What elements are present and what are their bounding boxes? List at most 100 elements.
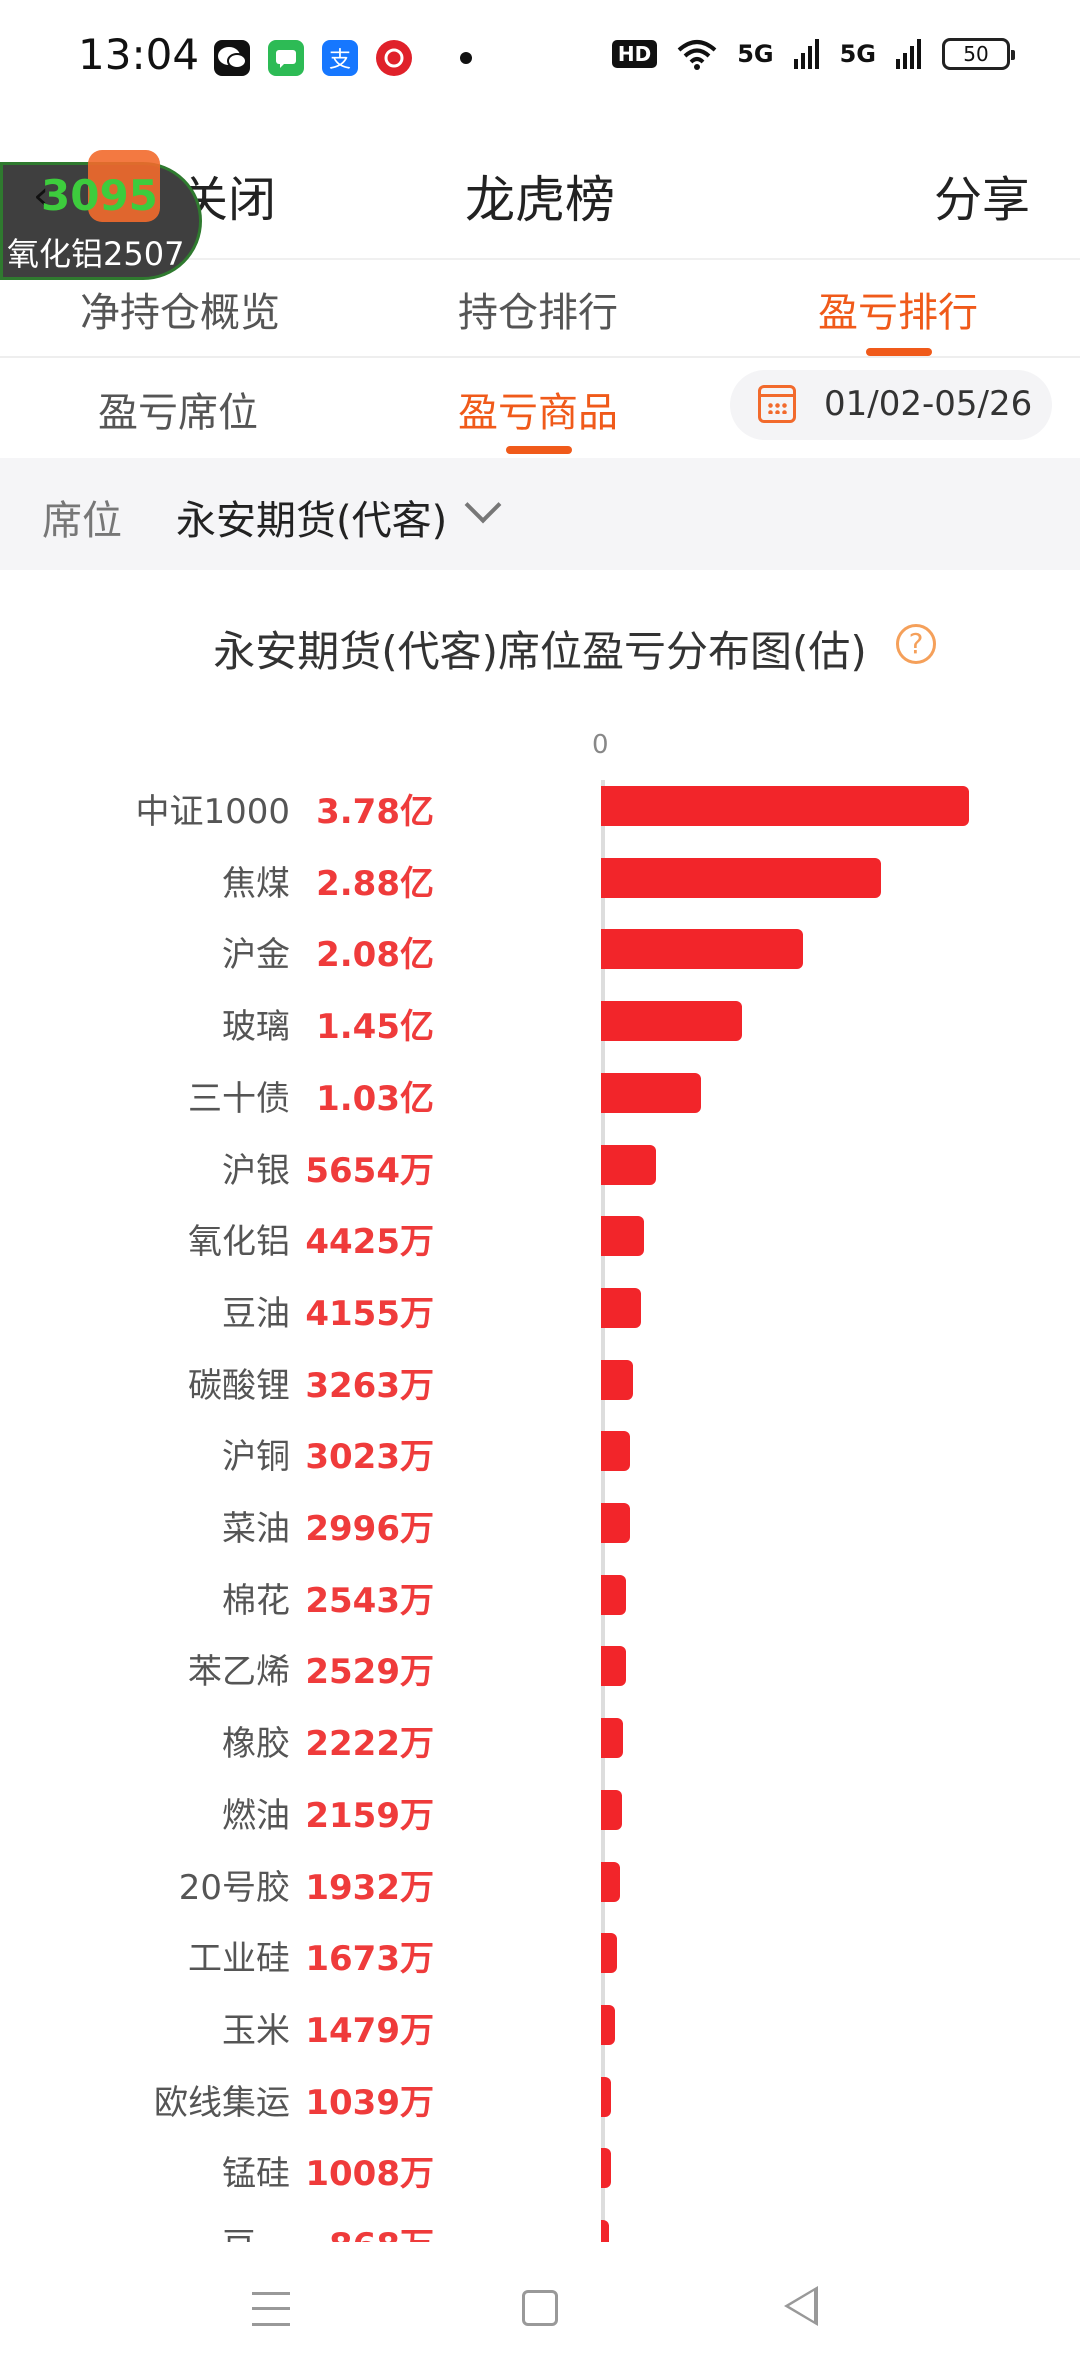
category-label: 三十债	[188, 1078, 290, 1119]
hd-voice-icon: HD	[611, 40, 658, 68]
category-label: 玉米	[222, 2010, 290, 2051]
value-label: 1008万	[305, 2154, 434, 2195]
value-label: 2.88亿	[316, 863, 434, 904]
bar[interactable]	[601, 1431, 631, 1472]
bar[interactable]	[601, 1646, 626, 1687]
calendar-icon	[758, 385, 796, 423]
value-label: 2159万	[305, 1795, 434, 1836]
signal-5g-icon: 5G	[737, 40, 774, 68]
value-label: 2543万	[305, 1580, 434, 1621]
home-icon[interactable]	[522, 2290, 558, 2326]
bar[interactable]	[601, 1072, 702, 1113]
bar[interactable]	[601, 1287, 642, 1328]
value-label: 5654万	[305, 1150, 434, 1191]
category-label: 沪银	[222, 1150, 290, 1191]
category-label: 苯乙烯	[188, 1652, 290, 1693]
tab-position-ranking[interactable]: 持仓排行	[458, 290, 618, 336]
bar[interactable]	[601, 2076, 612, 2117]
tab-pnl-commodities[interactable]: 盈亏商品	[458, 390, 618, 436]
secondary-tabs: 盈亏席位 盈亏商品 01/02-05/26	[0, 360, 1080, 460]
bar[interactable]	[601, 1574, 626, 1615]
menu-icon[interactable]	[252, 2292, 290, 2326]
axis-zero-label: 0	[592, 730, 609, 760]
value-label: 1479万	[305, 2010, 434, 2051]
value-label: 1932万	[305, 1867, 434, 1908]
tab-net-position[interactable]: 净持仓概览	[80, 290, 280, 336]
seat-label: 席位	[42, 498, 122, 544]
bar[interactable]	[601, 857, 882, 898]
value-label: 4425万	[305, 1222, 434, 1263]
category-label: 锰硅	[222, 2154, 290, 2195]
share-button[interactable]: 分享	[933, 172, 1030, 228]
bar[interactable]	[601, 1861, 620, 1902]
floating-price-widget[interactable]: ‹ 3095 氧化铝2507	[0, 150, 202, 280]
category-label: 豆油	[222, 1293, 290, 1334]
value-label: 3263万	[305, 1365, 434, 1406]
value-label: 1039万	[305, 2082, 434, 2123]
value-label: 2222万	[305, 1724, 434, 1765]
seat-filter-bar: 席位 永安期货(代客)	[0, 458, 1080, 570]
category-label: 氧化铝	[188, 1222, 290, 1263]
app-logo-icon	[88, 150, 160, 222]
floating-contract-name: 氧化铝2507	[7, 235, 185, 273]
tab-pnl-seats[interactable]: 盈亏席位	[98, 390, 258, 436]
bar[interactable]	[601, 1503, 631, 1543]
bar[interactable]	[601, 1001, 743, 1042]
active-tab-indicator	[866, 348, 932, 356]
wechat-icon	[214, 40, 250, 76]
bar[interactable]	[601, 2220, 610, 2242]
category-label: 豆一	[0, 2218, 290, 2242]
value-label: 4155万	[305, 1293, 434, 1334]
category-label: 橡胶	[222, 1724, 290, 1765]
category-label: 碳酸锂	[188, 1365, 290, 1406]
bar[interactable]	[601, 1216, 645, 1257]
value-label: 868万	[300, 2218, 434, 2242]
status-indicators: HD 5G 5G 50	[611, 38, 1015, 70]
chevron-down-icon[interactable]	[464, 486, 502, 524]
status-bar: 13:04 支 HD 5G 5G	[0, 0, 1080, 120]
signal-bars-icon	[793, 39, 819, 69]
value-label: 2.08亿	[316, 935, 434, 976]
back-triangle-icon[interactable]	[784, 2286, 818, 2326]
date-range-picker[interactable]: 01/02-05/26	[730, 370, 1052, 440]
wifi-icon	[677, 40, 717, 70]
category-label: 沪铜	[222, 1437, 290, 1478]
back-arrow-icon[interactable]: ‹	[33, 173, 49, 219]
shopping-618-icon	[376, 40, 412, 76]
status-time: 13:04	[78, 30, 200, 79]
seat-selector[interactable]: 永安期货(代客)	[176, 498, 448, 544]
category-label: 20号胶	[178, 1867, 290, 1908]
value-label: 2996万	[305, 1509, 434, 1549]
help-icon[interactable]: ?	[896, 624, 936, 664]
signal-5g-icon-2: 5G	[839, 40, 876, 68]
system-nav-bar	[0, 2242, 1080, 2376]
value-label: 3023万	[305, 1437, 434, 1478]
pnl-bar-chart: 0 中证1000 3.78亿 焦煤 2.88亿 沪金 2.08亿 玻璃 1.45亿 三十债 1.0…	[0, 720, 1080, 2242]
bar[interactable]	[601, 1933, 618, 1974]
bar[interactable]	[601, 786, 969, 826]
bar[interactable]	[601, 2004, 616, 2045]
messages-icon	[268, 40, 304, 76]
chart-title: 永安期货(代客)席位盈亏分布图(估)	[213, 627, 867, 676]
bar[interactable]	[601, 929, 804, 970]
bar[interactable]	[601, 1718, 623, 1759]
value-label: 1673万	[305, 1939, 434, 1980]
page-title: 龙虎榜	[465, 171, 615, 229]
category-label: 焦煤	[222, 863, 290, 904]
value-label: 1.03亿	[316, 1078, 434, 1119]
bar[interactable]	[601, 1359, 633, 1400]
signal-bars-icon-2	[896, 39, 921, 69]
bar[interactable]	[601, 2148, 611, 2189]
bar[interactable]	[601, 1789, 623, 1830]
category-label: 沪金	[222, 935, 290, 976]
status-app-icons: 支	[214, 40, 472, 76]
bar[interactable]	[601, 1144, 657, 1185]
floating-price: 3095	[41, 171, 158, 220]
category-label: 工业硅	[188, 1939, 290, 1980]
active-subtab-indicator	[506, 446, 572, 454]
date-range-text: 01/02-05/26	[824, 384, 1033, 424]
category-label: 棉花	[222, 1580, 290, 1621]
category-label: 中证1000	[135, 792, 290, 832]
tab-pnl-ranking[interactable]: 盈亏排行	[818, 290, 978, 336]
